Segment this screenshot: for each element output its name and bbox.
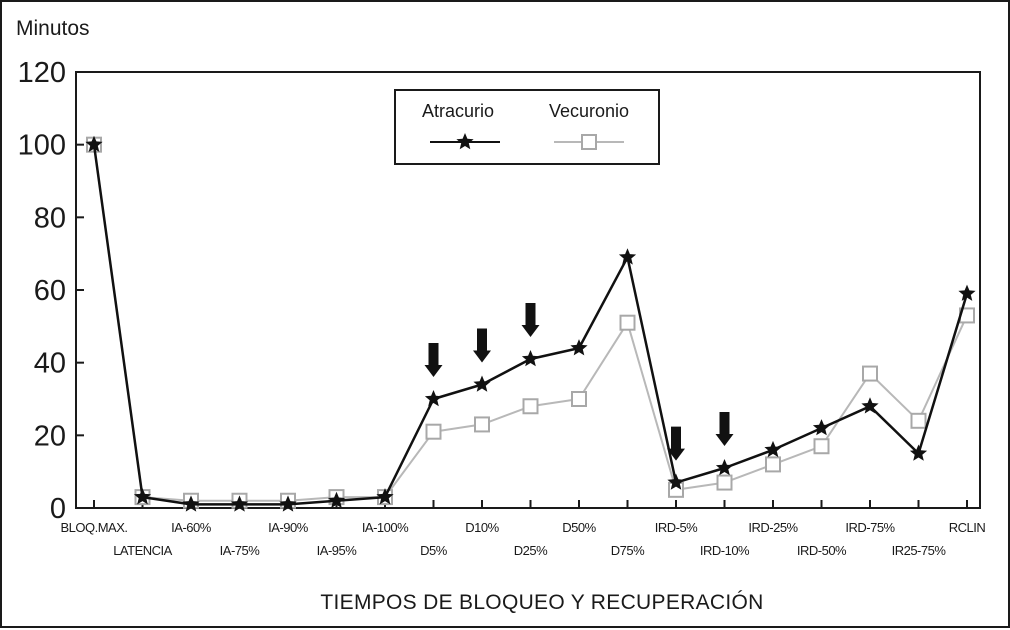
data-point-atracurio [182,495,200,512]
x-tick-label: IR25-75% [892,543,947,558]
x-tick-label: IA-90% [268,520,309,535]
y-tick-label: 100 [18,130,66,162]
legend-label-atracurio: Atracurio [422,101,494,121]
data-point-atracurio [327,491,346,508]
legend-marker-vecuronio [581,134,597,150]
x-tick-label: IRD-75% [845,520,895,535]
x-axis-ticks: BLOQ.MAX. LATENCIA IA-60% IA-75% IA-90% IA-95… [60,500,986,558]
data-point-atracurio [861,397,879,414]
x-tick-label: D5% [420,543,448,558]
data-point-atracurio [715,459,734,476]
y-axis-title: Minutos [16,17,90,40]
data-point-atracurio [909,444,928,461]
data-point-vecuronio [813,438,830,455]
data-point-atracurio [570,339,588,356]
down-arrow-annotation [424,343,443,377]
y-tick-label: 20 [34,420,66,452]
x-tick-label: IRD-25% [748,520,798,535]
x-tick-label: IA-75% [220,543,261,558]
data-point-atracurio [133,488,152,505]
down-arrow-annotation [667,426,685,461]
y-tick-label: 40 [34,348,66,380]
annotation-arrows [424,303,734,461]
data-point-atracurio [958,284,976,301]
down-arrow-annotation [715,412,734,447]
data-point-vecuronio [862,365,878,382]
y-tick-label: 120 [18,57,66,89]
data-point-vecuronio [619,314,636,331]
x-axis-title: TIEMPOS DE BLOQUEO Y RECUPERACIÓN [320,591,763,614]
x-tick-label: BLOQ.MAX. [60,520,127,535]
data-point-atracurio [473,375,491,392]
data-point-atracurio [764,440,782,458]
x-tick-label: IA-60% [171,520,212,535]
down-arrow-annotation [521,303,540,338]
data-point-vecuronio [474,416,490,433]
data-point-atracurio [521,350,540,367]
data-point-atracurio [667,473,685,490]
data-point-atracurio [812,419,831,436]
x-tick-label: IRD-5% [655,520,698,535]
x-tick-label: D10% [465,520,499,535]
x-tick-label: LATENCIA [113,543,172,558]
data-point-vecuronio [522,398,539,415]
x-tick-label: IRD-50% [797,543,847,558]
data-point-atracurio [85,135,103,152]
x-tick-label: D50% [562,520,596,535]
y-tick-label: 0 [50,493,66,525]
data-point-atracurio [376,488,394,505]
data-point-atracurio [424,390,443,407]
x-tick-label: IA-95% [317,543,358,558]
y-axis-ticks: 0 20 40 60 80 100 120 [18,57,84,525]
legend-box [394,89,660,165]
data-point-vecuronio [910,412,927,429]
x-tick-label: IRD-10% [700,543,750,558]
series-atracurio [85,135,976,512]
data-point-vecuronio [571,391,587,407]
data-point-atracurio [230,495,249,512]
x-tick-label: D25% [514,543,548,558]
legend: Atracurio Vecuronio [394,89,660,165]
y-tick-label: 60 [34,275,66,307]
data-point-vecuronio [765,456,781,473]
legend-marker-atracurio [456,133,474,150]
data-point-vecuronio [716,474,733,491]
y-tick-label: 80 [34,202,66,234]
x-tick-label: IA-100% [362,520,409,535]
x-tick-label: RCLIN [949,520,986,535]
series-layer [85,135,976,512]
data-point-atracurio [279,495,297,512]
legend-label-vecuronio: Vecuronio [549,101,629,121]
data-point-atracurio [618,248,637,265]
data-point-vecuronio [425,423,442,440]
x-tick-label: D75% [611,543,645,558]
down-arrow-annotation [473,328,491,363]
